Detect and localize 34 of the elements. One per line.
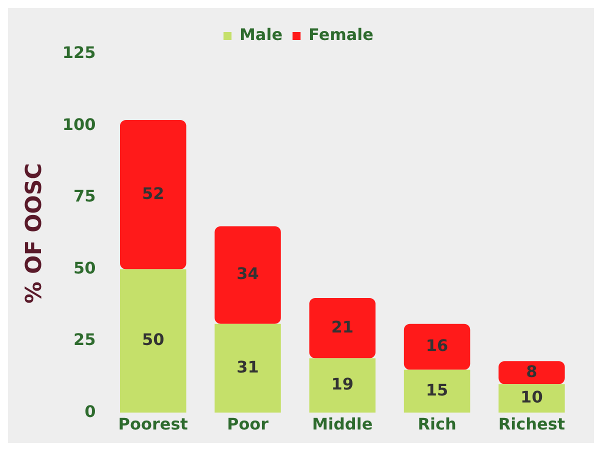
y-tick-label: 75 — [74, 186, 96, 206]
data-label: 52 — [142, 184, 164, 203]
bar — [214, 324, 281, 413]
y-tick-label: 25 — [74, 330, 96, 350]
bar — [120, 269, 186, 413]
x-tick-label: Rich — [418, 414, 456, 434]
bar — [404, 324, 470, 370]
y-axis-title: % OF OOSC — [22, 163, 47, 304]
data-label: 34 — [236, 264, 259, 284]
legend-label: Female — [308, 25, 374, 44]
y-tick-label: 100 — [62, 114, 96, 134]
data-label: 21 — [331, 317, 354, 336]
x-tick-label: Poorest — [118, 414, 188, 434]
y-tick-label: 125 — [62, 43, 96, 62]
legend-label: Male — [240, 25, 283, 44]
data-label: 16 — [426, 336, 448, 355]
x-tick-label: Poor — [226, 414, 269, 434]
bar — [498, 384, 565, 413]
data-label: 31 — [236, 357, 259, 376]
x-tick-label: Richest — [498, 414, 566, 434]
x-tick-label: Middle — [312, 414, 373, 434]
bar — [309, 298, 376, 358]
bar — [309, 358, 376, 413]
data-label: 19 — [331, 374, 354, 394]
data-label: 8 — [526, 362, 538, 381]
bar — [120, 120, 186, 270]
bar — [404, 370, 470, 413]
data-label: 50 — [142, 330, 164, 350]
data-label: 15 — [426, 380, 448, 400]
bar — [498, 361, 565, 384]
y-tick-label: 0 — [84, 402, 96, 421]
bar — [214, 226, 281, 324]
data-label: 10 — [520, 388, 543, 407]
y-tick-label: 50 — [74, 258, 96, 278]
